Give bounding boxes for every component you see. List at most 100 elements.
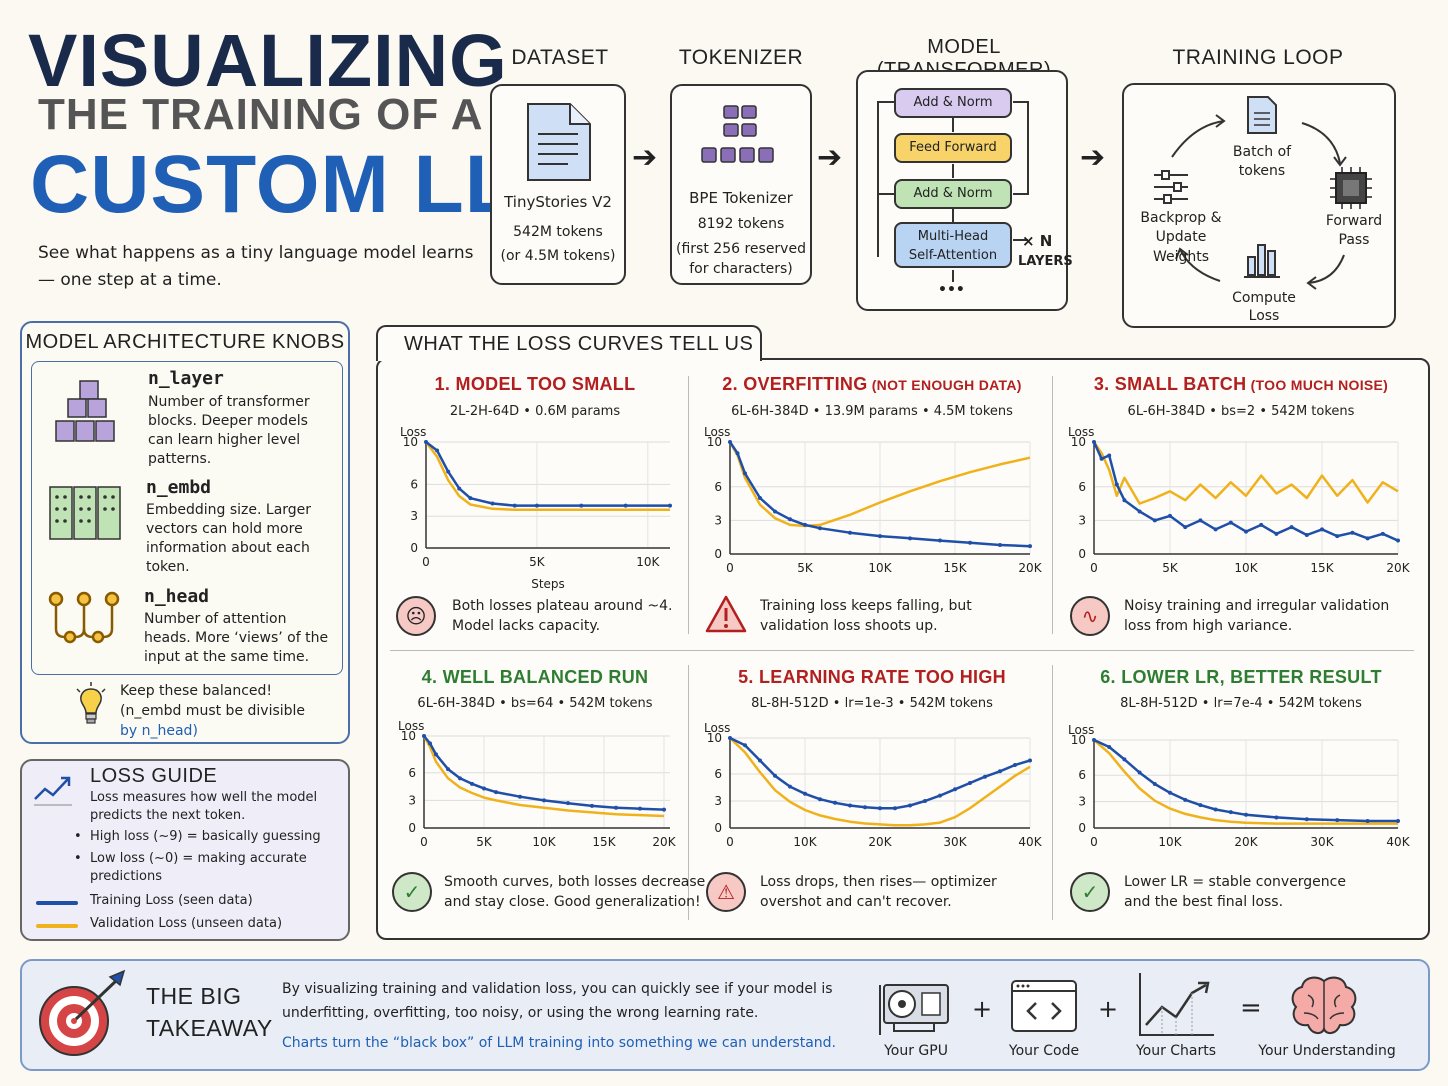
training-loss-point <box>1396 538 1400 543</box>
knob-desc-line: input at the same time. <box>144 649 310 665</box>
training-loss-point <box>1099 456 1104 461</box>
training-loss-point <box>623 503 628 508</box>
panel-num: 1. <box>434 374 451 394</box>
loop-arrows <box>1154 96 1372 290</box>
knob-name-n-head: n_head <box>144 586 210 607</box>
training-loss-point <box>743 743 747 748</box>
tick-label-y: 6 <box>408 766 416 780</box>
dataset-box: TinyStories V2 542M tokens (or 4.5M toke… <box>490 84 626 285</box>
training-loss-point <box>1013 763 1017 767</box>
panel-sub-2: 6L-6H-384D • 13.9M params • 4.5M tokens <box>731 404 1013 419</box>
training-loss-point <box>446 469 451 474</box>
legend-train-swatch <box>36 901 78 905</box>
knob-desc-n-head: Number of attention heads. More ‘views’ … <box>144 610 328 667</box>
knob-desc-line: Number of transformer <box>148 394 310 410</box>
tick-label-x: 20K <box>1386 561 1410 575</box>
training-loss-point <box>490 501 495 506</box>
panel-note-1a: Both losses plateau around ~4. <box>452 598 673 614</box>
tick-label-y: 0 <box>408 821 416 835</box>
tick-label-x: 0 <box>726 835 734 849</box>
knob-name-n-embd: n_embd <box>146 477 212 498</box>
tick-label-y: 3 <box>408 793 416 807</box>
axis-label-y: Loss <box>704 425 730 439</box>
panel-note-6b: and the best final loss. <box>1124 894 1284 910</box>
training-loss-point <box>518 794 522 799</box>
target-icon <box>39 969 126 1056</box>
training-loss-point <box>614 805 618 810</box>
panel-num: 4. <box>421 667 438 687</box>
tick-label-y: 0 <box>714 547 722 561</box>
training-loss-point <box>878 534 882 539</box>
knobs-panel: MODEL ARCHITECTURE KNOBS n_layer Number … <box>20 321 350 744</box>
panel-note-4a: Smooth curves, both losses decrease <box>444 874 706 890</box>
training-loss-point <box>1274 815 1279 820</box>
training-loss-point <box>833 800 837 805</box>
loop-batch-2: tokens <box>1238 163 1286 179</box>
knob-desc-line: can learn higher level <box>148 432 301 448</box>
tick-label-x: 10K <box>868 561 892 575</box>
training-loss-point <box>1152 518 1157 523</box>
training-loss-point <box>1380 531 1385 536</box>
panel-sub-3: 6L-6H-384D • bs=2 • 542M tokens <box>1127 404 1355 419</box>
tick-label-y: 0 <box>1078 821 1086 835</box>
tick-label-y: 6 <box>1078 768 1086 782</box>
knob-desc-line: Number of attention <box>144 611 287 627</box>
axis-label-y: Loss <box>398 719 424 733</box>
tick-label-y: 3 <box>1078 513 1086 527</box>
training-loss-point <box>728 736 732 740</box>
tick-label-y: 3 <box>714 513 722 527</box>
validation-loss-line <box>1092 441 1399 505</box>
training-loss-point <box>788 517 792 522</box>
tick-label-x: 20K <box>652 835 676 849</box>
training-loss-point <box>998 543 1002 548</box>
gpu-icon <box>879 984 949 1035</box>
panel-note-5b: overshot and can't recover. <box>760 894 952 910</box>
training-loss-point <box>424 440 428 444</box>
check-icon: ✓ <box>1070 872 1110 912</box>
embedding-grid-icon <box>49 486 121 540</box>
takeaway-text-1: By visualizing training and validation l… <box>282 981 833 997</box>
training-loss-point <box>938 538 942 543</box>
tick-label-y: 6 <box>714 767 722 781</box>
training-loss-point <box>542 798 546 803</box>
loop-loss-1: Compute <box>1232 290 1296 306</box>
charts-label: Your Charts <box>1135 1043 1217 1059</box>
training-loss-point <box>1365 818 1370 823</box>
validation-loss-line <box>1093 739 1398 825</box>
tick-label-x: 0 <box>422 555 430 569</box>
understanding-label: Your Understanding <box>1258 1043 1396 1059</box>
loss-chart-1: Loss 0 3 6 10 0 5K 10K Steps <box>400 425 672 591</box>
curves-tab: WHAT THE LOSS CURVES TELL US <box>376 325 762 361</box>
training-loss-point <box>422 734 426 738</box>
feed-forward: Feed Forward <box>894 133 1012 163</box>
axis-label-y: Loss <box>704 721 730 735</box>
loss-guide-title: LOSS GUIDE <box>90 765 218 787</box>
panel-title-text: OVERFITTING <box>743 374 868 394</box>
tick-label-y: 10 <box>707 731 722 745</box>
training-loss-point <box>788 784 792 789</box>
panel-note-2a: Training loss keeps falling, but <box>760 598 972 614</box>
training-loss-point <box>1198 803 1203 808</box>
dataset-alt: (or 4.5M tokens) <box>500 248 616 264</box>
training-loss-point <box>1114 482 1119 487</box>
rocket-warning-icon: ⚠ <box>706 872 746 912</box>
tick-label-x: 15K <box>592 835 616 849</box>
dataset-tokens: 542M tokens <box>513 224 603 240</box>
model-box: Add & Norm Feed Forward Add & Norm Multi… <box>856 70 1073 311</box>
tick-label-x: 0 <box>1090 561 1098 575</box>
training-loss-point <box>1168 790 1172 795</box>
takeaway-title-2: TAKEAWAY <box>146 1015 273 1041</box>
training-loss-point <box>434 752 438 757</box>
loss-chart-2: Loss 0 3 6 10 0 5K 10K 15K 20K <box>704 425 1043 575</box>
takeaway-highlight: Charts turn the “black box” of LLM train… <box>282 1035 836 1051</box>
training-loss-point <box>1396 818 1400 823</box>
panel-note-3b: loss from high variance. <box>1124 618 1293 634</box>
tick-label-x: 40K <box>1018 835 1042 849</box>
training-loss-point <box>1092 440 1096 444</box>
tick-label-y: 0 <box>410 541 418 555</box>
training-loss-point <box>983 774 987 779</box>
panel-title-6: 6. LOWER LR, BETTER RESULT <box>1058 667 1424 688</box>
panel-title-text: SMALL BATCH <box>1114 374 1247 394</box>
training-loss-point <box>803 522 807 527</box>
validation-loss-line <box>728 441 1031 528</box>
